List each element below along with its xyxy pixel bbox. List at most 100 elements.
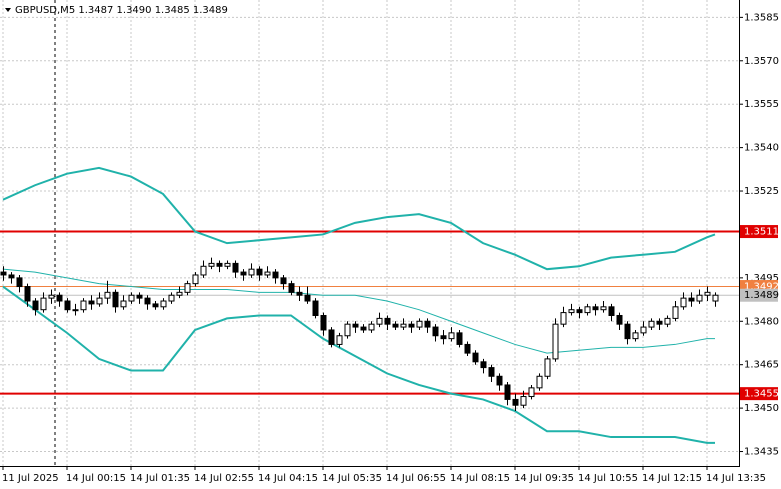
x-tick-label: 14 Jul 13:35 xyxy=(706,473,766,484)
y-tick-label: 1.3450 xyxy=(744,403,779,414)
candle-body xyxy=(24,286,31,302)
x-tick-label: 14 Jul 08:15 xyxy=(450,473,510,484)
candle-body xyxy=(136,294,143,299)
x-tick-label: 14 Jul 10:55 xyxy=(578,473,638,484)
candle-body xyxy=(392,323,399,328)
candle-body xyxy=(696,294,703,302)
candle-body xyxy=(648,320,655,328)
level-label: 1.3489 xyxy=(744,290,779,301)
candle-body xyxy=(688,297,695,302)
x-tick-label: 14 Jul 05:35 xyxy=(322,473,382,484)
level-label: 1.3455 xyxy=(744,389,779,400)
candle-body xyxy=(16,277,23,288)
candle-body xyxy=(560,312,567,325)
candle-body xyxy=(616,314,623,325)
candle-body xyxy=(528,387,535,398)
level-label: 1.3492 xyxy=(744,282,779,293)
band-line xyxy=(2,268,715,354)
candle-body xyxy=(360,326,367,331)
candle-body xyxy=(672,306,679,319)
level-label-box xyxy=(740,225,778,239)
candle-body xyxy=(384,317,391,325)
candle-body xyxy=(336,335,343,345)
x-tick-label: 14 Jul 02:55 xyxy=(194,473,254,484)
level-label-box xyxy=(740,288,778,302)
y-tick-label: 1.3480 xyxy=(744,316,779,327)
candle-body xyxy=(280,277,287,285)
candle-body xyxy=(328,329,335,345)
candle-body xyxy=(624,323,631,340)
candle-body xyxy=(456,332,463,345)
candle-body xyxy=(152,303,159,308)
candle-body xyxy=(552,323,559,360)
candle-body xyxy=(400,323,407,328)
candle-body xyxy=(256,268,263,276)
candle-body xyxy=(640,326,647,334)
candle-body xyxy=(216,262,223,267)
y-tick-label: 1.3495 xyxy=(744,273,779,284)
candle-body xyxy=(184,283,191,293)
y-tick-label: 1.3525 xyxy=(744,186,779,197)
candle-body xyxy=(520,396,527,406)
candle-body xyxy=(0,271,7,276)
candle-body xyxy=(64,300,71,311)
x-tick-label: 14 Jul 00:15 xyxy=(66,473,126,484)
candle-body xyxy=(56,294,63,302)
x-tick-label: 14 Jul 06:55 xyxy=(386,473,446,484)
candle-body xyxy=(304,294,311,302)
candle-body xyxy=(88,300,95,305)
candle-body xyxy=(664,317,671,325)
candle-body xyxy=(48,294,55,299)
candle-body xyxy=(536,375,543,389)
x-tick-label: 14 Jul 12:15 xyxy=(642,473,702,484)
y-tick-label: 1.3585 xyxy=(744,12,779,23)
candle-body xyxy=(144,297,151,305)
candle-body xyxy=(240,271,247,276)
candle-body xyxy=(120,300,127,308)
candle-body xyxy=(416,320,423,328)
candle-body xyxy=(576,309,583,314)
candle-body xyxy=(32,300,39,311)
candle-body xyxy=(40,297,47,311)
grid xyxy=(0,0,739,466)
candle-body xyxy=(464,343,471,354)
band-line xyxy=(2,166,716,271)
x-tick-label: 14 Jul 01:35 xyxy=(130,473,190,484)
y-tick-label: 1.3570 xyxy=(744,56,779,67)
candle-body xyxy=(704,291,711,296)
plot xyxy=(0,166,739,444)
candle-body xyxy=(608,306,615,316)
candle-body xyxy=(504,384,511,400)
candle-body xyxy=(80,300,87,311)
candle-body xyxy=(8,274,15,279)
candle-body xyxy=(632,332,639,340)
candle-body xyxy=(440,335,447,340)
candle-body xyxy=(192,274,199,285)
candle-body xyxy=(96,297,103,305)
candle-body xyxy=(448,332,455,340)
candle-body xyxy=(72,309,79,312)
candle-body xyxy=(208,262,215,267)
candle-body xyxy=(488,367,495,377)
candle-body xyxy=(424,320,431,328)
y-tick-label: 1.3435 xyxy=(744,447,779,458)
candle-body xyxy=(680,297,687,308)
candle-body xyxy=(232,262,239,273)
candle-body xyxy=(320,314,327,331)
candle-body xyxy=(264,271,271,276)
menu-arrow[interactable] xyxy=(5,8,11,12)
candle-body xyxy=(176,291,183,296)
level-label: 1.3511 xyxy=(744,227,779,238)
candle-body xyxy=(288,283,295,293)
candle-body xyxy=(544,358,551,377)
level-label-box xyxy=(740,387,778,401)
candle-body xyxy=(600,306,607,311)
candle-body xyxy=(344,323,351,337)
candle-body xyxy=(168,294,175,302)
candle-body xyxy=(368,323,375,331)
candle-body xyxy=(712,294,719,302)
y-tick-label: 1.3540 xyxy=(744,143,779,154)
candle-body xyxy=(408,323,415,328)
